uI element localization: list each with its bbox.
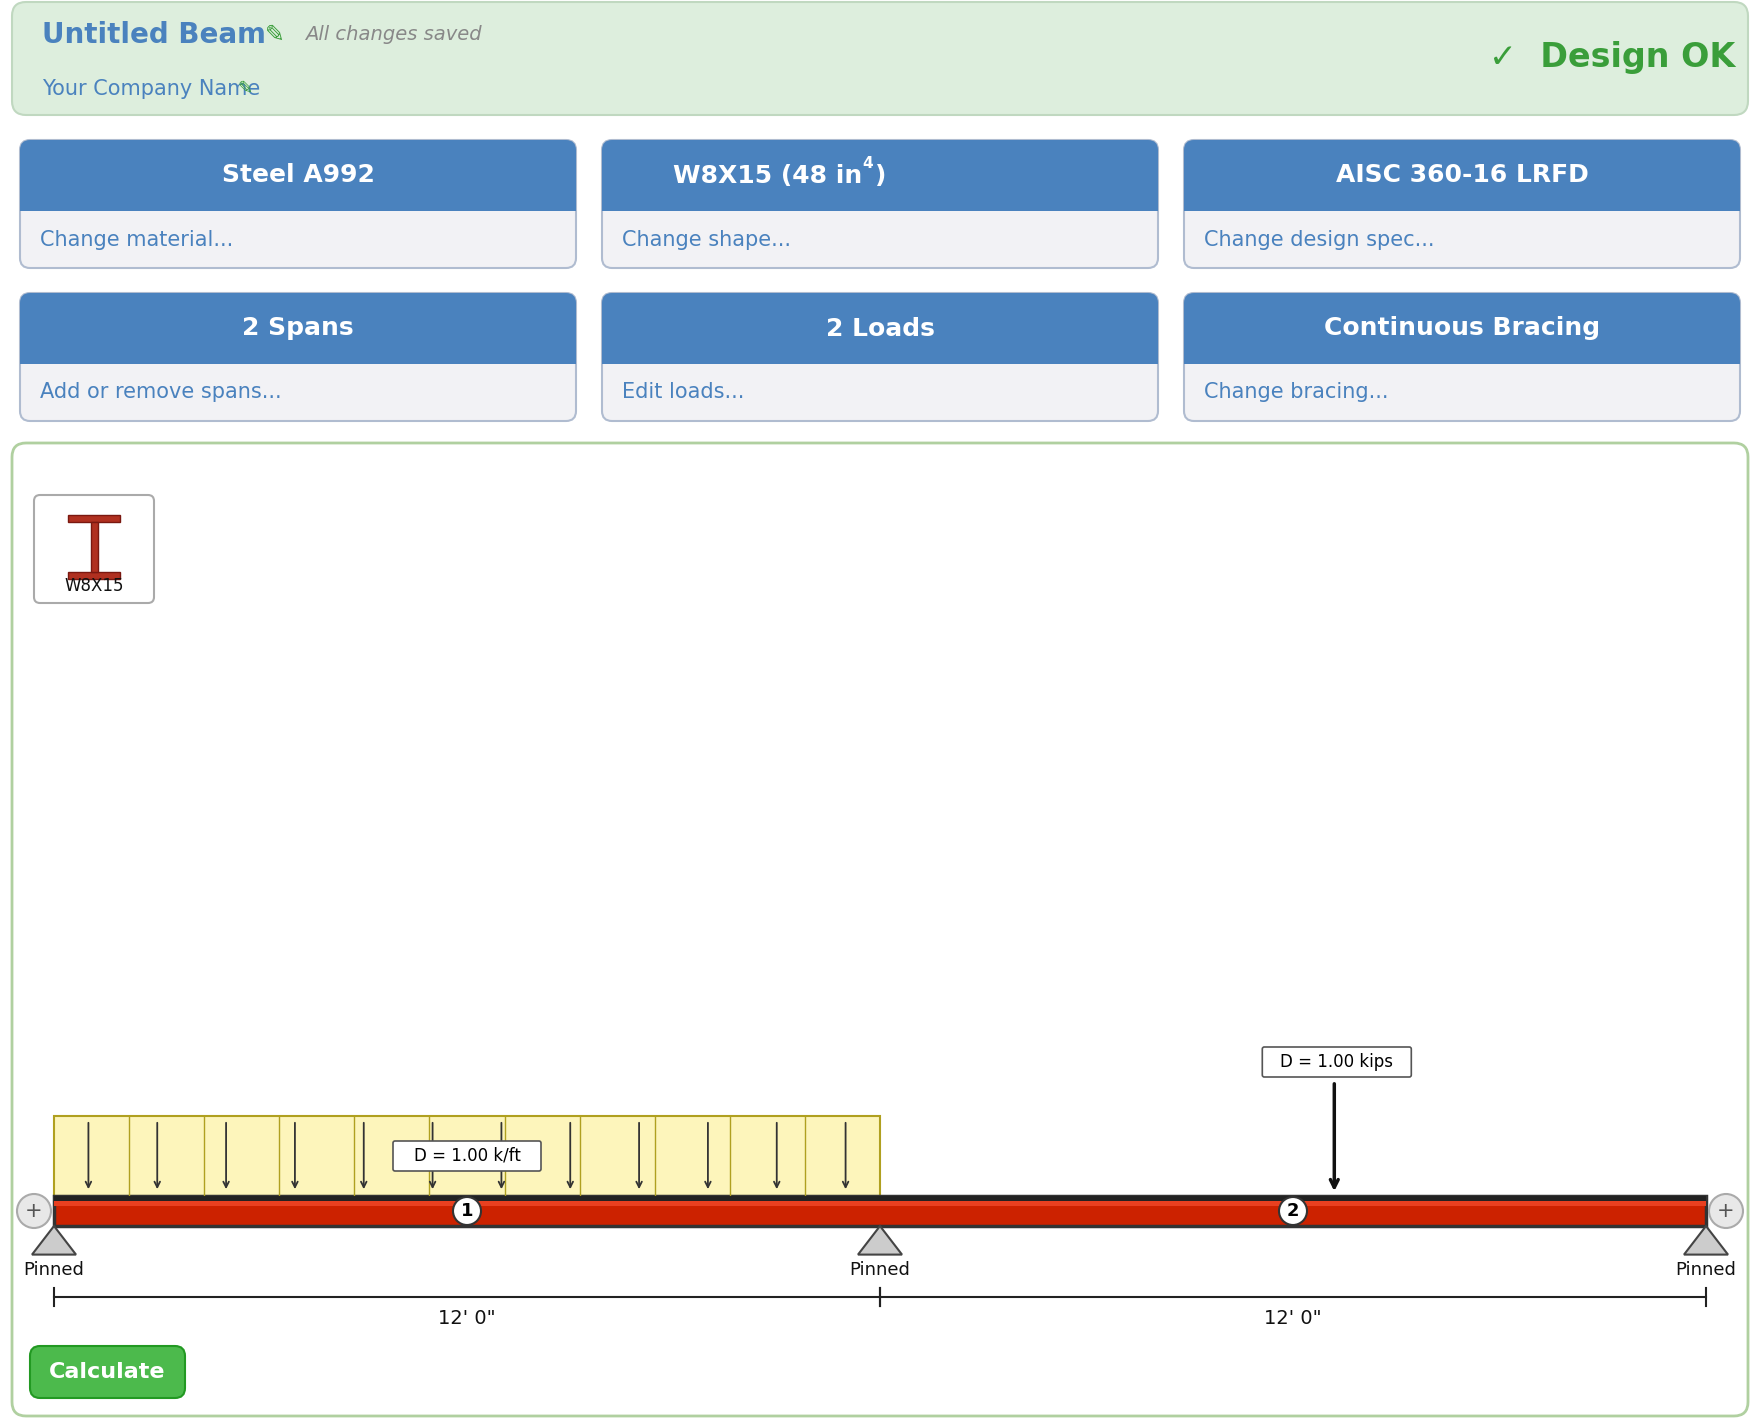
Polygon shape	[32, 1226, 76, 1255]
Bar	[55, 1196, 1705, 1200]
FancyBboxPatch shape	[602, 140, 1158, 211]
Text: Change design spec...: Change design spec...	[1204, 229, 1434, 249]
Bar	[55, 1116, 880, 1196]
FancyBboxPatch shape	[30, 1346, 185, 1398]
FancyBboxPatch shape	[1184, 293, 1741, 422]
Bar	[19, 329, 576, 365]
Circle shape	[452, 1198, 480, 1225]
Text: ✎: ✎	[238, 80, 252, 98]
FancyBboxPatch shape	[1184, 140, 1741, 211]
FancyBboxPatch shape	[1184, 293, 1741, 365]
Text: 1: 1	[461, 1202, 473, 1220]
Text: 2 Spans: 2 Spans	[243, 316, 354, 340]
Polygon shape	[859, 1226, 901, 1255]
Bar	[1184, 329, 1741, 365]
Text: Pinned: Pinned	[850, 1260, 910, 1279]
Text: Calculate: Calculate	[49, 1361, 165, 1383]
Text: Change shape...: Change shape...	[621, 229, 790, 249]
Bar	[90, 521, 97, 572]
FancyBboxPatch shape	[602, 140, 1158, 268]
Bar	[1184, 177, 1741, 211]
FancyBboxPatch shape	[19, 293, 576, 365]
Text: Your Company Name: Your Company Name	[42, 78, 260, 100]
FancyBboxPatch shape	[19, 293, 576, 422]
FancyBboxPatch shape	[19, 140, 576, 268]
Text: ✎: ✎	[266, 23, 285, 47]
Text: Steel A992: Steel A992	[222, 164, 375, 188]
Text: W8X15 (48 in: W8X15 (48 in	[672, 164, 862, 188]
Text: Continuous Bracing: Continuous Bracing	[1324, 316, 1600, 340]
Text: Add or remove spans...: Add or remove spans...	[40, 383, 282, 403]
Text: 12' 0": 12' 0"	[1264, 1309, 1322, 1327]
Text: Change material...: Change material...	[40, 229, 234, 249]
Text: Untitled Beam: Untitled Beam	[42, 21, 266, 48]
FancyBboxPatch shape	[19, 140, 576, 211]
Bar	[602, 177, 1158, 211]
Text: +: +	[25, 1200, 42, 1220]
FancyBboxPatch shape	[33, 496, 155, 602]
FancyBboxPatch shape	[12, 1, 1748, 115]
Text: +: +	[1718, 1200, 1735, 1220]
Text: Change bracing...: Change bracing...	[1204, 383, 1389, 403]
Text: Edit loads...: Edit loads...	[621, 383, 744, 403]
FancyBboxPatch shape	[602, 293, 1158, 365]
Text: W8X15: W8X15	[65, 577, 123, 595]
FancyBboxPatch shape	[602, 293, 1158, 422]
Text: 4: 4	[862, 157, 873, 171]
Bar	[69, 572, 120, 578]
Text: ✓  Design OK: ✓ Design OK	[1489, 41, 1735, 74]
Circle shape	[1709, 1193, 1742, 1227]
Circle shape	[1280, 1198, 1308, 1225]
Text: D = 1.00 kips: D = 1.00 kips	[1280, 1052, 1392, 1071]
Polygon shape	[1684, 1226, 1728, 1255]
Text: ): )	[875, 164, 887, 188]
FancyBboxPatch shape	[1262, 1047, 1412, 1077]
Text: Pinned: Pinned	[23, 1260, 84, 1279]
Bar	[602, 329, 1158, 365]
Text: 12' 0": 12' 0"	[438, 1309, 496, 1327]
Bar	[19, 177, 576, 211]
Bar	[55, 1196, 1705, 1226]
Bar	[55, 1200, 1705, 1206]
Text: 2 Loads: 2 Loads	[825, 316, 935, 340]
FancyBboxPatch shape	[392, 1141, 540, 1171]
Text: 2: 2	[1287, 1202, 1299, 1220]
Text: AISC 360-16 LRFD: AISC 360-16 LRFD	[1336, 164, 1588, 188]
Text: Pinned: Pinned	[1676, 1260, 1737, 1279]
Circle shape	[18, 1193, 51, 1227]
Bar	[69, 515, 120, 521]
Text: All changes saved: All changes saved	[304, 26, 482, 44]
FancyBboxPatch shape	[1184, 140, 1741, 268]
Text: D = 1.00 k/ft: D = 1.00 k/ft	[414, 1146, 521, 1165]
FancyBboxPatch shape	[12, 443, 1748, 1415]
